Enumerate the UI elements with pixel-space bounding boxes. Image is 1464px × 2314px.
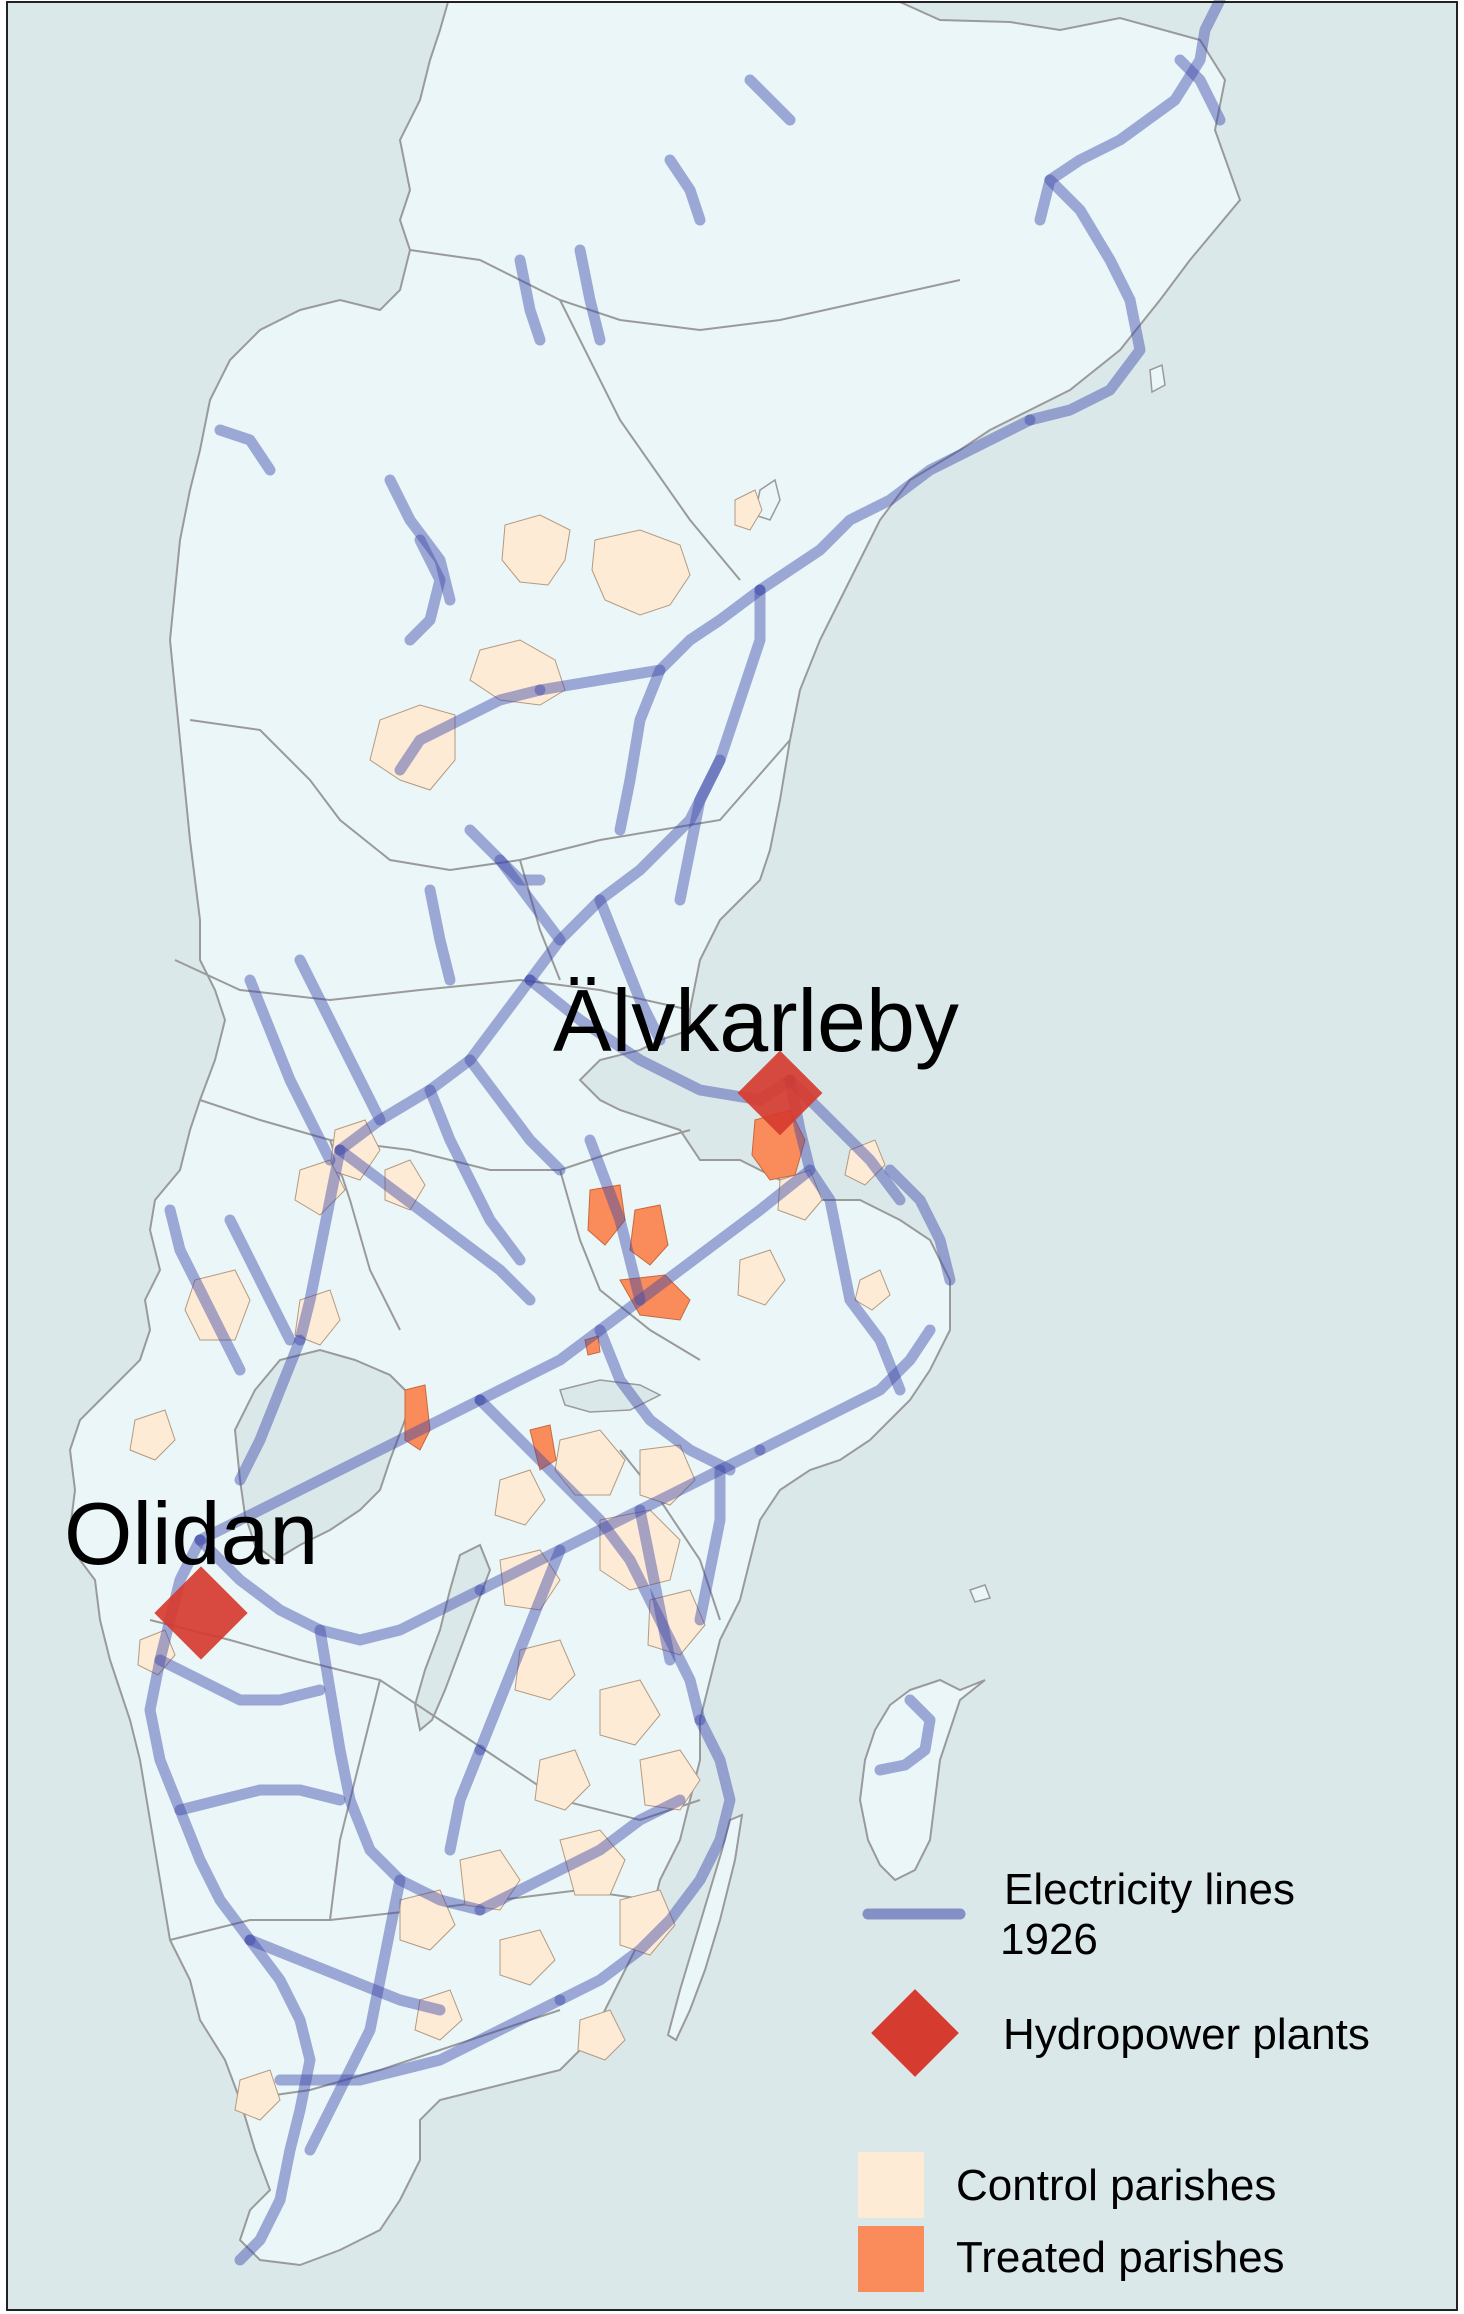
legend: Electricity lines 1926 Hydropower plants… (858, 1865, 1370, 2292)
island-oland (666, 1813, 744, 2042)
legend-electricity-label-line2: 1926 (1000, 1915, 1098, 1964)
lake-vanern (233, 1348, 412, 1562)
legend-control-swatch (858, 2152, 924, 2218)
mainland (68, 1, 1242, 2267)
map-frame (6, 1, 1458, 2311)
island-small-3 (968, 1584, 991, 1603)
label-olidan: Olidan (64, 1484, 318, 1583)
treated-parishes (404, 1109, 806, 1471)
legend-control-label: Control parishes (956, 2161, 1276, 2210)
legend-hydropower-label: Hydropower plants (1003, 2010, 1370, 2059)
lake-malaren (559, 1379, 662, 1413)
island-small-2 (1149, 363, 1166, 394)
legend-treated-swatch (858, 2226, 924, 2292)
control-parishes (129, 489, 891, 2121)
label-alvkarleby: Älvkarleby (553, 971, 959, 1070)
legend-electricity-label-line1: Electricity lines (1004, 1865, 1295, 1914)
lake-vattern (413, 1543, 492, 1732)
electricity-lines (144, 0, 1226, 2266)
hydropower-olidan (154, 1566, 248, 1660)
island-gotland (858, 1678, 986, 1882)
legend-treated-label: Treated parishes (956, 2233, 1285, 2282)
